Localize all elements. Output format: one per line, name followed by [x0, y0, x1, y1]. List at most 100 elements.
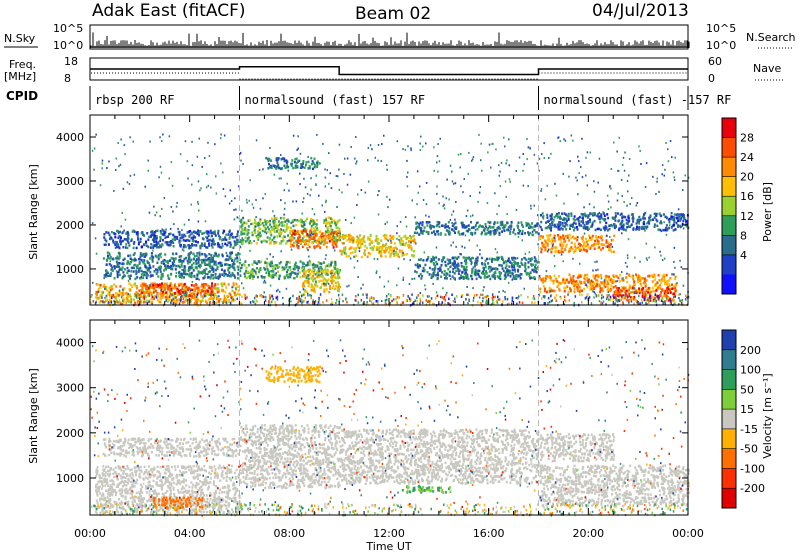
power-cell [591, 280, 594, 284]
power-cell [501, 220, 504, 224]
power-cell [524, 263, 527, 267]
power-cell [199, 292, 202, 295]
power-cell [360, 287, 362, 290]
power-cell [303, 269, 306, 272]
power-cell [267, 159, 270, 163]
power-cell [620, 222, 622, 225]
power-cell [637, 278, 640, 281]
power-cell [557, 283, 560, 287]
power-cell [116, 293, 119, 296]
power-cell [629, 291, 632, 294]
power-cell [507, 259, 509, 262]
power-cell [196, 274, 199, 278]
power-cell [113, 296, 116, 299]
power-cell [319, 246, 322, 249]
power-cell [173, 260, 176, 263]
power-cell [132, 246, 135, 250]
power-cell [238, 261, 241, 265]
power-cell [669, 297, 672, 301]
power-cell [664, 282, 667, 285]
power-cell [448, 260, 451, 264]
power-cell [607, 287, 610, 291]
power-cell [144, 263, 147, 266]
power-cell [104, 286, 106, 289]
power-cell [151, 238, 154, 242]
power-cell [571, 280, 574, 283]
power-cell [574, 237, 577, 240]
power-cell [162, 133, 164, 136]
power-cell [193, 292, 196, 296]
power-cell [153, 240, 156, 243]
power-cell [483, 286, 485, 289]
power-cell [101, 159, 104, 162]
power-cell [622, 287, 625, 290]
power-cell [681, 224, 684, 227]
power-cell [472, 214, 474, 217]
power-cell [116, 255, 119, 258]
power-cell [150, 243, 153, 246]
power-cell [537, 261, 540, 264]
power-cell [418, 223, 421, 226]
power-cell [419, 302, 421, 305]
power-cell [217, 229, 220, 233]
power-cell [581, 176, 584, 179]
power-cell [422, 259, 425, 262]
power-cell [250, 223, 252, 226]
power-cell [236, 253, 239, 257]
power-cell [493, 222, 496, 226]
power-cell [676, 213, 679, 216]
power-cell [444, 264, 447, 267]
power-cell [477, 225, 480, 229]
power-cell [667, 279, 670, 282]
power-cell [197, 256, 200, 260]
power-cell [589, 218, 591, 221]
power-cell [105, 263, 108, 266]
power-cell [299, 183, 301, 186]
power-cell [503, 136, 505, 139]
power-cell [129, 274, 132, 277]
power-cell [380, 254, 383, 258]
power-cell [458, 233, 461, 236]
power-cell [127, 295, 130, 299]
power-cell [510, 263, 513, 267]
power-cell [525, 271, 528, 275]
power-cell [395, 247, 398, 251]
power-cell [607, 282, 610, 285]
power-cell [258, 169, 261, 171]
power-cell [362, 302, 365, 305]
power-cell [190, 251, 193, 254]
power-cell [540, 235, 543, 238]
power-cell [672, 292, 674, 296]
power-cell [576, 289, 579, 292]
power-cell [659, 284, 662, 287]
power-cell [665, 273, 668, 277]
power-cell [205, 294, 207, 297]
power-cell [231, 286, 233, 289]
power-cell [287, 273, 290, 276]
power-cell [624, 151, 626, 154]
power-cell [609, 248, 612, 252]
power-cell [330, 228, 333, 231]
power-cell [612, 274, 615, 277]
power-cell [295, 200, 298, 203]
power-cell [504, 266, 507, 270]
power-cell [651, 280, 654, 283]
power-cell [288, 266, 291, 269]
power-cell [323, 239, 326, 243]
power-cell [248, 218, 251, 222]
power-cell [333, 249, 336, 252]
power-cell [197, 203, 200, 205]
power-cell [423, 226, 426, 229]
power-cell [643, 213, 646, 216]
power-cell [430, 225, 433, 228]
power-cell [244, 260, 247, 263]
power-cell [207, 287, 210, 290]
power-cell [645, 288, 648, 292]
power-cell [527, 272, 530, 275]
power-cell [264, 268, 267, 271]
power-cell [549, 276, 552, 279]
power-cell [203, 283, 206, 286]
power-cell [556, 212, 558, 216]
power-cell [233, 274, 236, 277]
power-cell [136, 233, 139, 236]
